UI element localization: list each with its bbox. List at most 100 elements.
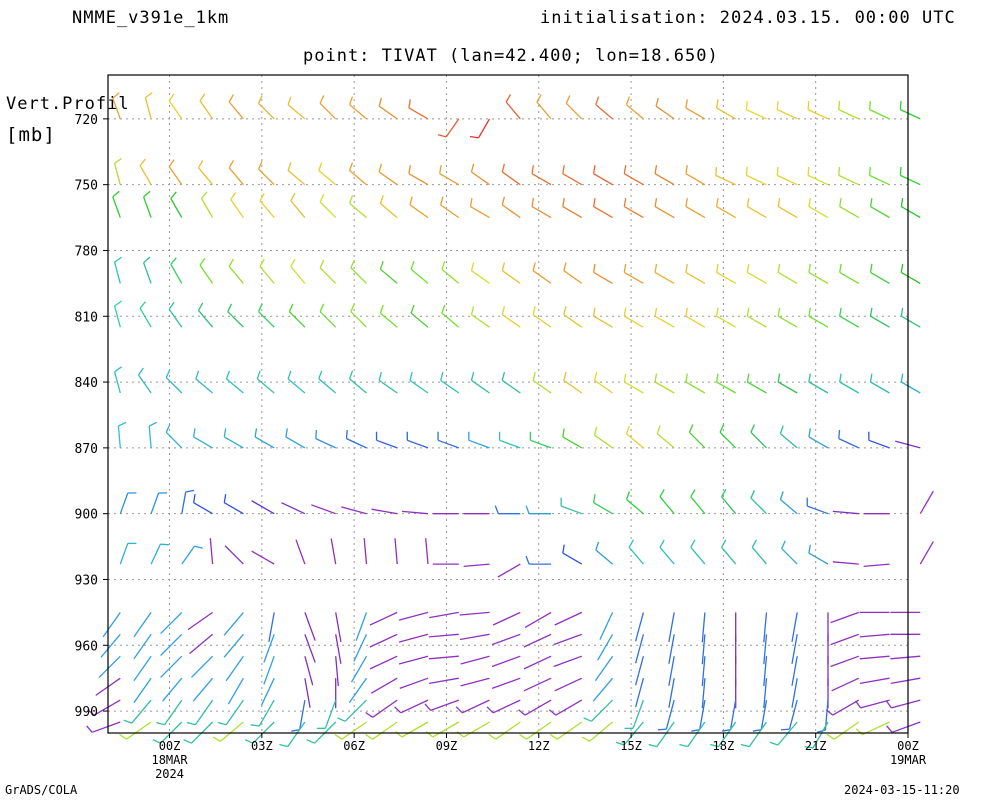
barb-staff [523, 677, 552, 692]
barb-feather [519, 733, 527, 740]
wind-barb [524, 611, 552, 628]
wind-barb [190, 655, 214, 678]
barb-staff [685, 271, 706, 284]
wind-barb [885, 699, 921, 709]
barb-staff [831, 677, 860, 692]
barb-staff [729, 699, 737, 730]
barb-feather [868, 166, 871, 176]
wind-barb [156, 699, 183, 726]
wind-barb [341, 506, 367, 515]
barb-staff [445, 118, 460, 138]
barb-staff [440, 379, 460, 394]
wind-barb [721, 539, 737, 565]
barb-feather [494, 505, 499, 514]
barb-feather [562, 544, 565, 554]
barb-staff [290, 266, 306, 284]
wind-barb [137, 367, 152, 394]
wind-barb [806, 497, 829, 515]
barb-feather [839, 263, 842, 273]
wind-barb [424, 699, 460, 712]
barb-staff [891, 721, 921, 733]
wind-barb [659, 539, 675, 565]
wind-barb [763, 612, 768, 643]
barb-staff [719, 431, 737, 449]
x-tick-label: 18Z [713, 739, 735, 753]
wind-barb [592, 677, 614, 702]
y-tick-label: 750 [75, 179, 98, 194]
barb-staff [370, 677, 398, 694]
wind-barb [532, 371, 552, 394]
wind-barb [285, 428, 306, 449]
wind-barb [201, 191, 214, 218]
barb-feather [776, 101, 779, 110]
wind-barb [525, 555, 552, 565]
wind-barb [228, 258, 244, 284]
barb-staff [113, 371, 121, 394]
barb-staff [501, 314, 521, 328]
wind-barb [592, 494, 613, 515]
barb-staff [148, 425, 152, 448]
barb-staff [869, 109, 890, 120]
y-tick-label: 720 [75, 113, 98, 128]
barb-feather [525, 555, 530, 565]
barb-feather [900, 307, 904, 317]
wind-barb [688, 424, 706, 449]
barb-staff [599, 612, 614, 640]
wind-barb [170, 257, 183, 284]
barb-staff [263, 655, 275, 685]
wind-barb [470, 371, 490, 394]
y-axis-ticks: 720 750 780 810 840 870 900 930 960 990 [75, 113, 108, 720]
barb-staff [477, 118, 491, 139]
wind-barb [776, 101, 798, 120]
barb-feather [715, 263, 719, 273]
barb-staff [748, 721, 768, 747]
y-axis-label-1: Vert.Profil [6, 94, 130, 114]
barb-staff [777, 174, 798, 186]
footer-left: GrADS/COLA [5, 783, 78, 797]
wind-barb [900, 373, 921, 394]
barb-staff [369, 655, 398, 670]
barb-feather [258, 303, 263, 312]
barb-staff [531, 206, 552, 219]
wind-barb [654, 197, 675, 219]
barb-staff [187, 611, 213, 631]
barb-feather [715, 166, 718, 176]
wind-barb [746, 373, 767, 394]
barb-feather [114, 366, 122, 373]
barb-staff [319, 311, 337, 328]
wind-barb [319, 303, 337, 328]
barb-staff [501, 270, 521, 284]
barb-staff [470, 206, 490, 219]
barb-feather [501, 371, 506, 381]
barb-feather [751, 539, 758, 548]
barb-staff [190, 655, 214, 678]
barb-staff [150, 543, 161, 565]
barb-staff [379, 268, 398, 284]
barb-feather [319, 95, 325, 104]
wind-barb [165, 424, 183, 449]
wind-barb [745, 101, 767, 120]
barb-staff [777, 315, 798, 328]
barb-feather [318, 162, 323, 171]
wind-barb [488, 721, 521, 740]
x-tick-label: 12Z [528, 739, 550, 753]
wind-barb [375, 431, 398, 449]
wind-barb [594, 655, 614, 682]
barb-feather [817, 729, 826, 733]
wind-barb [791, 634, 798, 664]
wind-barb [263, 634, 275, 663]
barb-staff [869, 174, 890, 186]
wind-barb [839, 263, 860, 284]
barb-staff [228, 167, 244, 186]
wind-barb [425, 721, 460, 738]
barb-feather [334, 733, 343, 740]
barb-feather [348, 96, 354, 105]
barb-feather [868, 101, 871, 110]
barb-staff [654, 271, 675, 284]
wind-barb [223, 611, 244, 636]
wind-barb [469, 118, 491, 139]
barb-feather [531, 197, 535, 207]
barb-feather [170, 191, 177, 199]
x-tick-year: 2024 [155, 767, 184, 781]
barb-feather [623, 307, 627, 317]
